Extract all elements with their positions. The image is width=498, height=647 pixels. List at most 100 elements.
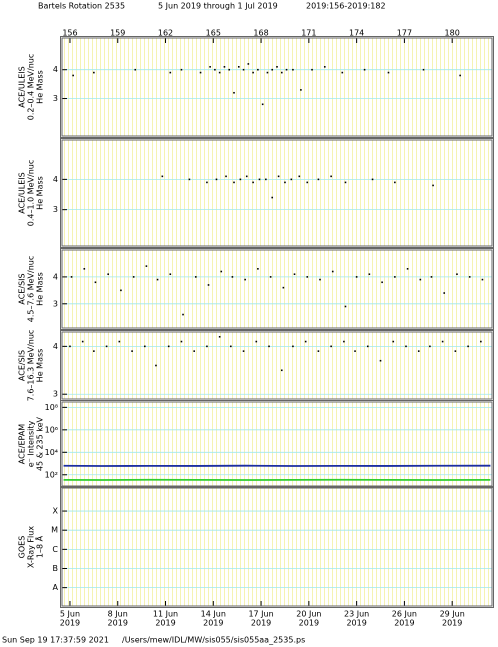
x-tick-label: 2019 [299,619,319,628]
point [343,340,345,343]
point [81,340,84,343]
point [344,181,347,184]
point [271,196,274,199]
point [298,175,301,178]
point [468,276,471,278]
point [218,335,221,338]
x-tick-label: 2019 [60,619,80,628]
point [306,276,309,278]
point [237,66,240,68]
x-tick-label: 174 [349,29,364,38]
point [245,175,248,178]
point [107,273,109,276]
point [209,66,211,68]
point [207,284,210,286]
point [454,350,457,352]
point [323,66,326,68]
panel-frame [60,138,494,248]
x-tick-label: 2019 [108,619,128,628]
point [366,345,369,348]
point [311,68,313,71]
point [429,345,431,348]
y-axis-label: He Mass [36,349,45,383]
point [169,273,172,276]
point [156,278,159,281]
point [206,181,208,184]
minor-grid [62,402,492,486]
point [188,178,191,181]
point [480,340,482,343]
point [319,278,321,281]
point [161,175,164,178]
y-axis-label: ACE/SIS [18,350,27,381]
minor-grid [62,488,492,606]
y-axis-label: 0.4–1.0 MeV/nuc [27,160,36,227]
title: Bartels Rotation 2535 [38,2,125,11]
minor-grid [62,332,492,399]
y-tick-label: M [51,526,58,535]
x-tick-label: 165 [206,29,221,38]
point [93,350,95,352]
point [228,68,231,71]
title: 2019:156-2019:182 [306,2,386,11]
point [481,278,484,281]
title: 5 Jun 2019 through 1 Jul 2019 [158,2,278,11]
point [344,305,347,308]
x-tick-label: 168 [253,29,268,38]
y-tick-label: X [53,507,59,516]
point [233,91,235,94]
y-axis-label: GOES [18,536,27,559]
point [459,74,461,77]
point [280,71,283,74]
y-tick-label: 3 [53,205,58,214]
point [155,364,157,367]
point [430,276,433,278]
point [145,265,148,267]
point [220,270,223,273]
point [70,276,73,278]
y-axis-label: ACE/SIS [18,273,27,304]
x-tick-label: 8 Jun [108,610,128,619]
x-tick-label: 2019 [442,619,462,628]
x-tick-label: 2019 [203,619,223,628]
point [206,345,208,348]
point [269,276,272,278]
y-tick-label: 3 [53,94,58,103]
panel-frame [61,249,493,329]
point [354,350,356,352]
x-tick-label: 14 Jun [201,610,226,619]
y-axis-label: e⁻ Intensity [27,420,36,467]
point [271,68,274,71]
point [290,178,293,181]
point [300,89,302,91]
point [231,276,234,278]
point [419,278,422,281]
y-tick-label: 4 [53,65,58,74]
point [105,345,108,348]
point [252,181,254,184]
point [293,273,296,276]
panel-frame [61,139,493,247]
y-axis-label: 4.5–7.6 MeV/nuc [27,256,36,323]
point [304,340,307,343]
y-tick-label: 4 [53,342,58,351]
y-tick-label: 10⁴ [45,448,58,457]
y-axis-label: He Mass [36,70,45,104]
minor-grid [62,38,492,136]
point [194,276,197,278]
point [120,289,122,292]
point [330,175,332,178]
point [144,345,146,348]
y-tick-label: A [53,583,59,592]
point [417,350,420,352]
y-tick-label: 10⁸ [45,403,58,412]
point [371,178,374,181]
point [379,359,382,362]
panel-frame [61,37,493,137]
x-tick-label: 2019 [346,619,366,628]
point [405,345,407,348]
point [285,68,288,71]
point [233,181,235,184]
x-tick-label: 180 [445,29,460,38]
